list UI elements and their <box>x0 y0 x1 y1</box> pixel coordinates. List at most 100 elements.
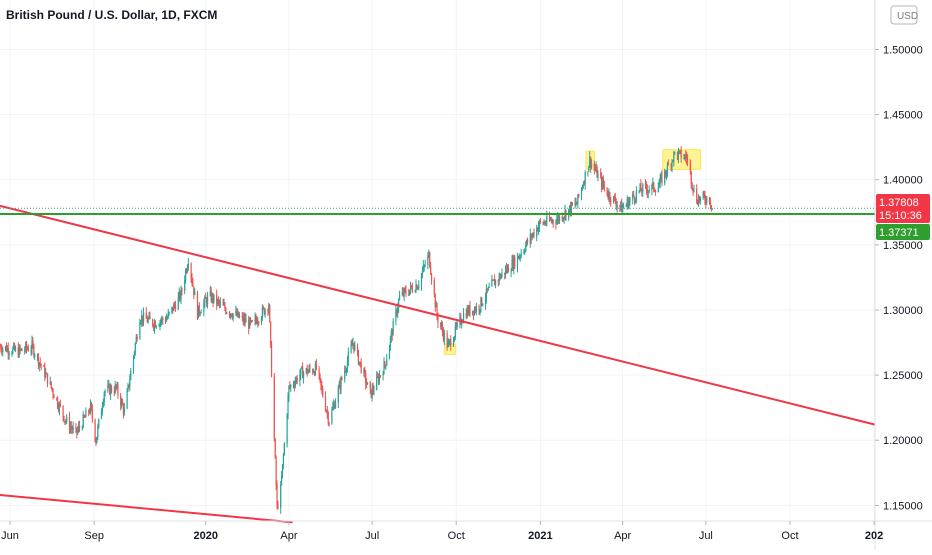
candle-body <box>526 240 529 243</box>
candle-body <box>12 348 14 354</box>
time-tick-label: Jul <box>365 530 379 542</box>
price-axis[interactable]: 1.15000 1.20000 1.25000 1.30000 1.35000 1.400… <box>875 44 923 512</box>
candle-body <box>287 396 289 415</box>
candle-body <box>237 311 239 316</box>
candle-body <box>203 302 205 313</box>
candle-body <box>142 312 145 322</box>
candle-body <box>218 301 221 304</box>
candle-body <box>603 185 605 188</box>
candle-body <box>33 345 35 356</box>
candle-body <box>122 405 125 414</box>
candle-body <box>708 197 711 203</box>
candle-body <box>216 294 218 305</box>
candle-body <box>616 205 618 207</box>
candle-body <box>89 412 91 414</box>
candle-body <box>424 265 426 267</box>
candle-body <box>373 389 375 391</box>
candle-body <box>410 285 413 288</box>
candle-body <box>249 318 252 322</box>
time-tick-label: Apr <box>614 530 631 542</box>
trendlines[interactable] <box>0 204 876 524</box>
horizontal-line[interactable] <box>0 207 875 215</box>
candle-body <box>160 320 162 322</box>
candle-body <box>243 317 245 322</box>
candle-body <box>532 232 534 236</box>
trendline[interactable] <box>0 204 876 426</box>
candle-body <box>43 365 45 367</box>
candle-body <box>57 398 59 407</box>
candle-body <box>622 207 624 213</box>
candle-body <box>113 391 115 393</box>
candle-body <box>583 183 585 185</box>
candle-body <box>620 202 622 207</box>
currency-button-label[interactable]: USD <box>897 11 918 22</box>
candle-body <box>327 413 329 423</box>
candle-body <box>307 370 309 374</box>
candle-body <box>128 384 130 387</box>
candle-body <box>315 363 317 369</box>
candle-body <box>478 306 480 311</box>
candle-body <box>569 205 572 213</box>
candle-body <box>165 318 168 322</box>
candle-body <box>110 386 112 395</box>
candle-body <box>501 272 503 276</box>
candle-body <box>76 427 78 433</box>
candle-body <box>404 288 406 290</box>
candle-body <box>326 411 328 414</box>
candle-body <box>108 384 110 386</box>
candle-body <box>187 263 189 268</box>
candle-body <box>582 183 584 188</box>
candle-body <box>519 256 521 258</box>
candle-body <box>614 197 616 203</box>
candle-body <box>72 426 74 430</box>
candle-body <box>256 320 258 324</box>
candle-body <box>704 195 706 201</box>
candle-body <box>289 385 291 387</box>
candle-body <box>516 255 519 268</box>
candle-body <box>280 484 282 509</box>
candle-body <box>647 190 649 194</box>
currency-button[interactable] <box>890 5 918 25</box>
candle-body <box>69 426 72 430</box>
candle-body <box>132 356 135 372</box>
candle-body <box>70 426 72 429</box>
candle-body <box>661 175 663 184</box>
candle-body <box>441 325 444 332</box>
candle-body <box>179 292 181 300</box>
trendline[interactable] <box>0 493 293 524</box>
candle-body <box>449 339 451 342</box>
candle-body <box>63 416 65 422</box>
candle-body <box>467 308 469 315</box>
candle-body <box>75 426 77 428</box>
time-tick-label: Jun <box>1 530 19 542</box>
candle-body <box>267 309 269 311</box>
candle-body <box>642 184 644 193</box>
candle-body <box>563 216 565 219</box>
candle-body <box>134 343 136 353</box>
candle-body <box>313 372 316 375</box>
candle-body <box>273 376 275 439</box>
candle-body <box>185 270 188 272</box>
candle-body <box>324 396 327 411</box>
candle-body <box>44 366 46 378</box>
candle-body <box>244 317 246 323</box>
candle-body <box>654 190 657 192</box>
candle-body <box>710 205 712 210</box>
candle-body <box>538 220 541 227</box>
candle-body <box>558 216 561 221</box>
candle-body <box>633 196 636 201</box>
candle-body <box>420 274 423 286</box>
level-label: 1.37371 <box>879 227 919 239</box>
candle-body <box>641 190 643 193</box>
candle-body <box>301 366 303 369</box>
time-axis[interactable]: Jun Sep 2020 Apr Jul Oct 2021 Apr Jul Oct 202 <box>1 521 883 542</box>
candle-body <box>398 299 400 309</box>
candle-body <box>334 402 337 409</box>
candle-body <box>58 403 61 410</box>
candle-body <box>452 340 455 347</box>
candle-body <box>200 312 202 314</box>
candle-body <box>205 296 207 299</box>
candle-body <box>98 419 100 427</box>
